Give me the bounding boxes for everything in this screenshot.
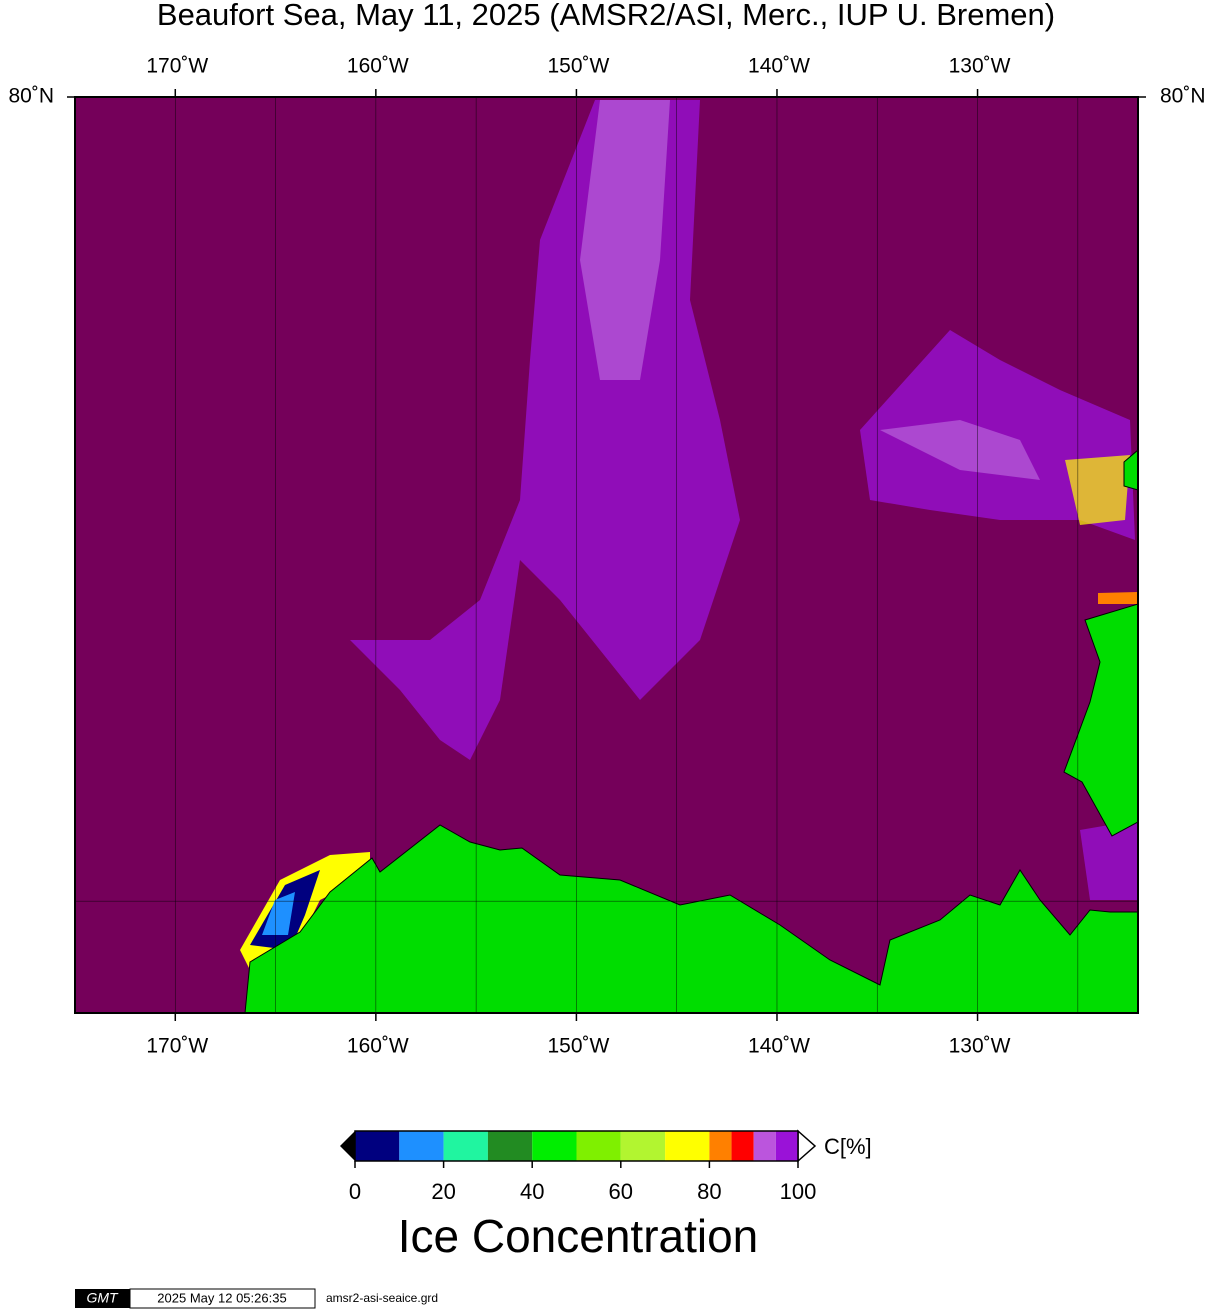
lon-label-top: 170˚W — [146, 55, 208, 78]
extend-low — [340, 1131, 355, 1161]
ice-patch — [1080, 820, 1138, 900]
lon-label-top: 160˚W — [347, 55, 409, 78]
colorbar-segment — [753, 1131, 776, 1161]
ice-open — [262, 892, 295, 935]
colorbar-unit: C[%] — [824, 1134, 872, 1159]
lon-label-bottom: 170˚W — [146, 1035, 208, 1058]
colorbar-segment — [532, 1131, 577, 1161]
lon-label-top: 150˚W — [547, 55, 609, 78]
alaska-yukon — [244, 824, 1139, 1014]
ice-patches-light — [580, 100, 1040, 480]
colorbar-segment — [443, 1131, 488, 1161]
colorbar-segment — [399, 1131, 444, 1161]
ice-patch — [880, 420, 1040, 480]
coastal-ice — [240, 455, 1138, 970]
colorbar-tick-label: 80 — [697, 1179, 721, 1204]
timestamp-box — [129, 1288, 316, 1309]
ice-patch — [580, 100, 670, 380]
ice-edge — [1065, 455, 1130, 525]
colorbar-tick-label: 40 — [520, 1179, 544, 1204]
colorbar-segment — [487, 1131, 533, 1161]
ice-edge — [1098, 592, 1138, 604]
lon-label-bottom: 160˚W — [347, 1035, 409, 1058]
file-name: amsr2-asi-seaice.grd — [326, 1291, 438, 1305]
extend-high — [797, 1129, 817, 1163]
logo-box — [75, 1289, 130, 1308]
lat-label-left: 80˚N — [8, 85, 54, 108]
lon-label-bottom: 140˚W — [748, 1035, 810, 1058]
colorbar-tick-label: 100 — [780, 1179, 817, 1204]
logo: GMT — [86, 1290, 119, 1306]
colorbar-tick-label: 0 — [349, 1179, 361, 1204]
title: Beaufort Sea, May 11, 2025 (AMSR2/ASI, M… — [157, 0, 1055, 32]
timestamp: 2025 May 12 05:26:35 — [157, 1290, 286, 1305]
lon-label-top: 130˚W — [949, 55, 1011, 78]
footer: GMT 2025 May 12 05:26:35 amsr2-asi-seaic… — [75, 1288, 438, 1309]
colorbar-tick-label: 20 — [431, 1179, 455, 1204]
colorbar-segment — [775, 1131, 798, 1161]
graticule — [75, 97, 1138, 1013]
map-area — [74, 96, 1139, 1014]
colorbar-segment — [620, 1131, 666, 1161]
lat-label-right: 80˚N — [1160, 85, 1206, 108]
colorbar-segment — [709, 1131, 732, 1161]
colorbar-segment — [576, 1131, 621, 1161]
colorbar-frame — [354, 1130, 799, 1162]
lon-label-top: 140˚W — [748, 55, 810, 78]
colorbar-segment — [731, 1131, 754, 1161]
lon-label-bottom: 130˚W — [949, 1035, 1011, 1058]
lon-label-bottom: 150˚W — [547, 1035, 609, 1058]
colorbar-segment — [355, 1131, 400, 1161]
land — [244, 448, 1139, 1014]
map-frame — [74, 96, 1139, 1014]
colorbar-title: Ice Concentration — [398, 1210, 759, 1262]
colorbar-tick-label: 60 — [609, 1179, 633, 1204]
colorbar-segment — [665, 1131, 710, 1161]
colorbar: C[%] Ice Concentration 0 20 40 60 80 100 — [340, 1129, 872, 1262]
